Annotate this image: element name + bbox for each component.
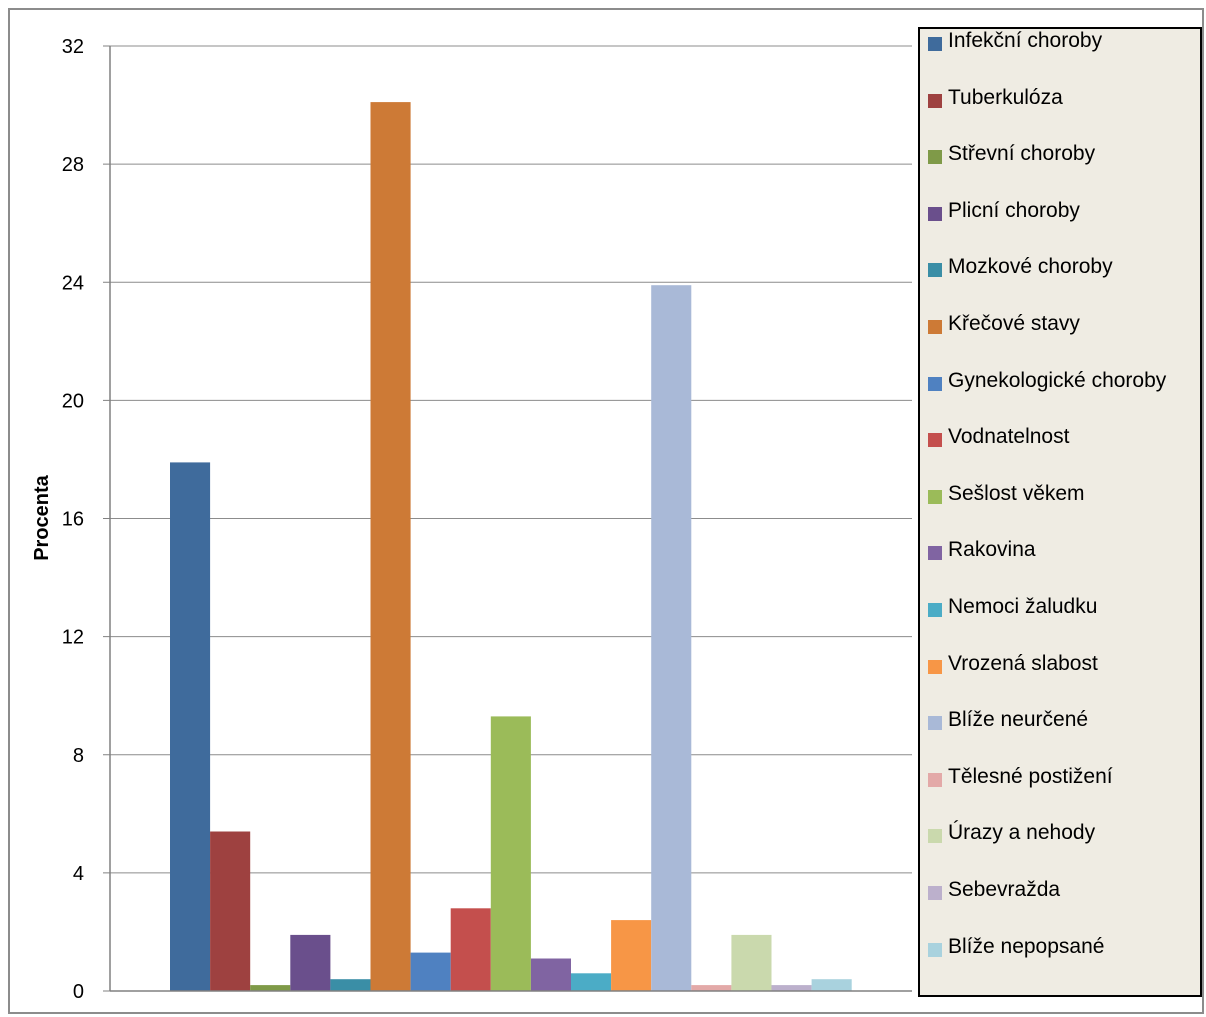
y-tick-labels: 0 4 8 12 16 20 24 28 32 xyxy=(62,36,110,1003)
legend-swatch xyxy=(928,886,942,900)
legend-swatch xyxy=(928,546,942,560)
legend-label: Plicní choroby xyxy=(948,199,1080,222)
legend-swatch xyxy=(928,377,942,391)
legend-label: Mozkové choroby xyxy=(948,255,1113,278)
bar xyxy=(731,934,772,991)
legend-item: Gynekologické choroby xyxy=(928,369,1196,393)
legend-item: Sebevražda xyxy=(928,878,1196,902)
bar xyxy=(530,958,571,991)
bar xyxy=(651,285,692,991)
bar xyxy=(611,920,652,991)
bar xyxy=(571,973,612,991)
y-tick-label: 16 xyxy=(62,509,84,531)
legend-item: Blíže nepopsané xyxy=(928,935,1196,959)
legend-label: Nemoci žaludku xyxy=(948,595,1098,618)
legend-label: Tělesné postižení xyxy=(948,765,1113,788)
legend-label: Sešlost věkem xyxy=(948,482,1085,505)
legend-swatch xyxy=(928,150,942,164)
bar xyxy=(170,462,211,991)
y-tick-label: 0 xyxy=(73,981,84,1003)
legend-label: Úrazy a nehody xyxy=(948,821,1096,844)
legend-item: Tuberkulóza xyxy=(928,86,1196,110)
legend-item: Rakovina xyxy=(928,538,1196,562)
legend-item: Úrazy a nehody xyxy=(928,821,1196,845)
y-tick-label: 24 xyxy=(62,272,84,294)
bar xyxy=(410,952,451,991)
legend-label: Infekční choroby xyxy=(948,29,1103,52)
bar xyxy=(811,979,852,991)
legend-item: Infekční choroby xyxy=(928,29,1196,53)
legend-label: Tuberkulóza xyxy=(948,86,1063,109)
legend-swatch xyxy=(928,603,942,617)
legend-label: Křečové stavy xyxy=(948,312,1080,335)
legend-item: Mozkové choroby xyxy=(928,255,1196,279)
legend-item: Křečové stavy xyxy=(928,312,1196,336)
bar xyxy=(250,985,291,991)
legend-swatch xyxy=(928,943,942,957)
legend-item: Vodnatelnost xyxy=(928,425,1196,449)
y-axis-title: Procenta xyxy=(31,474,53,560)
legend-swatch xyxy=(928,773,942,787)
legend-swatch xyxy=(928,263,942,277)
legend-label: Rakovina xyxy=(948,538,1036,561)
bar xyxy=(330,979,371,991)
legend-item: Blíže neurčené xyxy=(928,708,1196,732)
bar xyxy=(771,985,812,991)
legend-swatch xyxy=(928,716,942,730)
y-tick-label: 8 xyxy=(73,745,84,767)
bar-chart: 0 4 8 12 16 20 24 28 32 Procenta xyxy=(31,36,912,1003)
bar xyxy=(210,831,251,991)
legend: Infekční choroby Tuberkulóza Střevní choro… xyxy=(918,27,1202,997)
legend-label: Blíže nepopsané xyxy=(948,935,1105,958)
legend-item: Střevní choroby xyxy=(928,142,1196,166)
bar xyxy=(290,934,331,991)
bar xyxy=(490,716,531,991)
bar xyxy=(691,985,732,991)
bar xyxy=(450,908,491,991)
legend-item: Nemoci žaludku xyxy=(928,595,1196,619)
legend-label: Sebevražda xyxy=(948,878,1061,901)
y-tick-label: 20 xyxy=(62,390,84,412)
legend-item: Sešlost věkem xyxy=(928,482,1196,506)
legend-label: Střevní choroby xyxy=(948,142,1096,165)
legend-item: Plicní choroby xyxy=(928,199,1196,223)
legend-swatch xyxy=(928,660,942,674)
legend-label: Gynekologické choroby xyxy=(948,369,1167,392)
legend-item: Tělesné postižení xyxy=(928,765,1196,789)
legend-swatch xyxy=(928,490,942,504)
bar xyxy=(370,102,411,992)
legend-item: Vrozená slabost xyxy=(928,652,1196,676)
y-tick-label: 28 xyxy=(62,154,84,176)
legend-label: Vodnatelnost xyxy=(948,425,1070,448)
legend-swatch xyxy=(928,320,942,334)
legend-swatch xyxy=(928,433,942,447)
legend-label: Blíže neurčené xyxy=(948,708,1089,731)
legend-swatch xyxy=(928,207,942,221)
y-tick-label: 4 xyxy=(73,863,84,885)
legend-swatch xyxy=(928,94,942,108)
bars xyxy=(170,102,852,992)
legend-swatch xyxy=(928,37,942,51)
legend-label: Vrozená slabost xyxy=(948,652,1098,675)
legend-swatch xyxy=(928,829,942,843)
y-tick-label: 12 xyxy=(62,627,84,649)
y-tick-label: 32 xyxy=(62,36,84,58)
